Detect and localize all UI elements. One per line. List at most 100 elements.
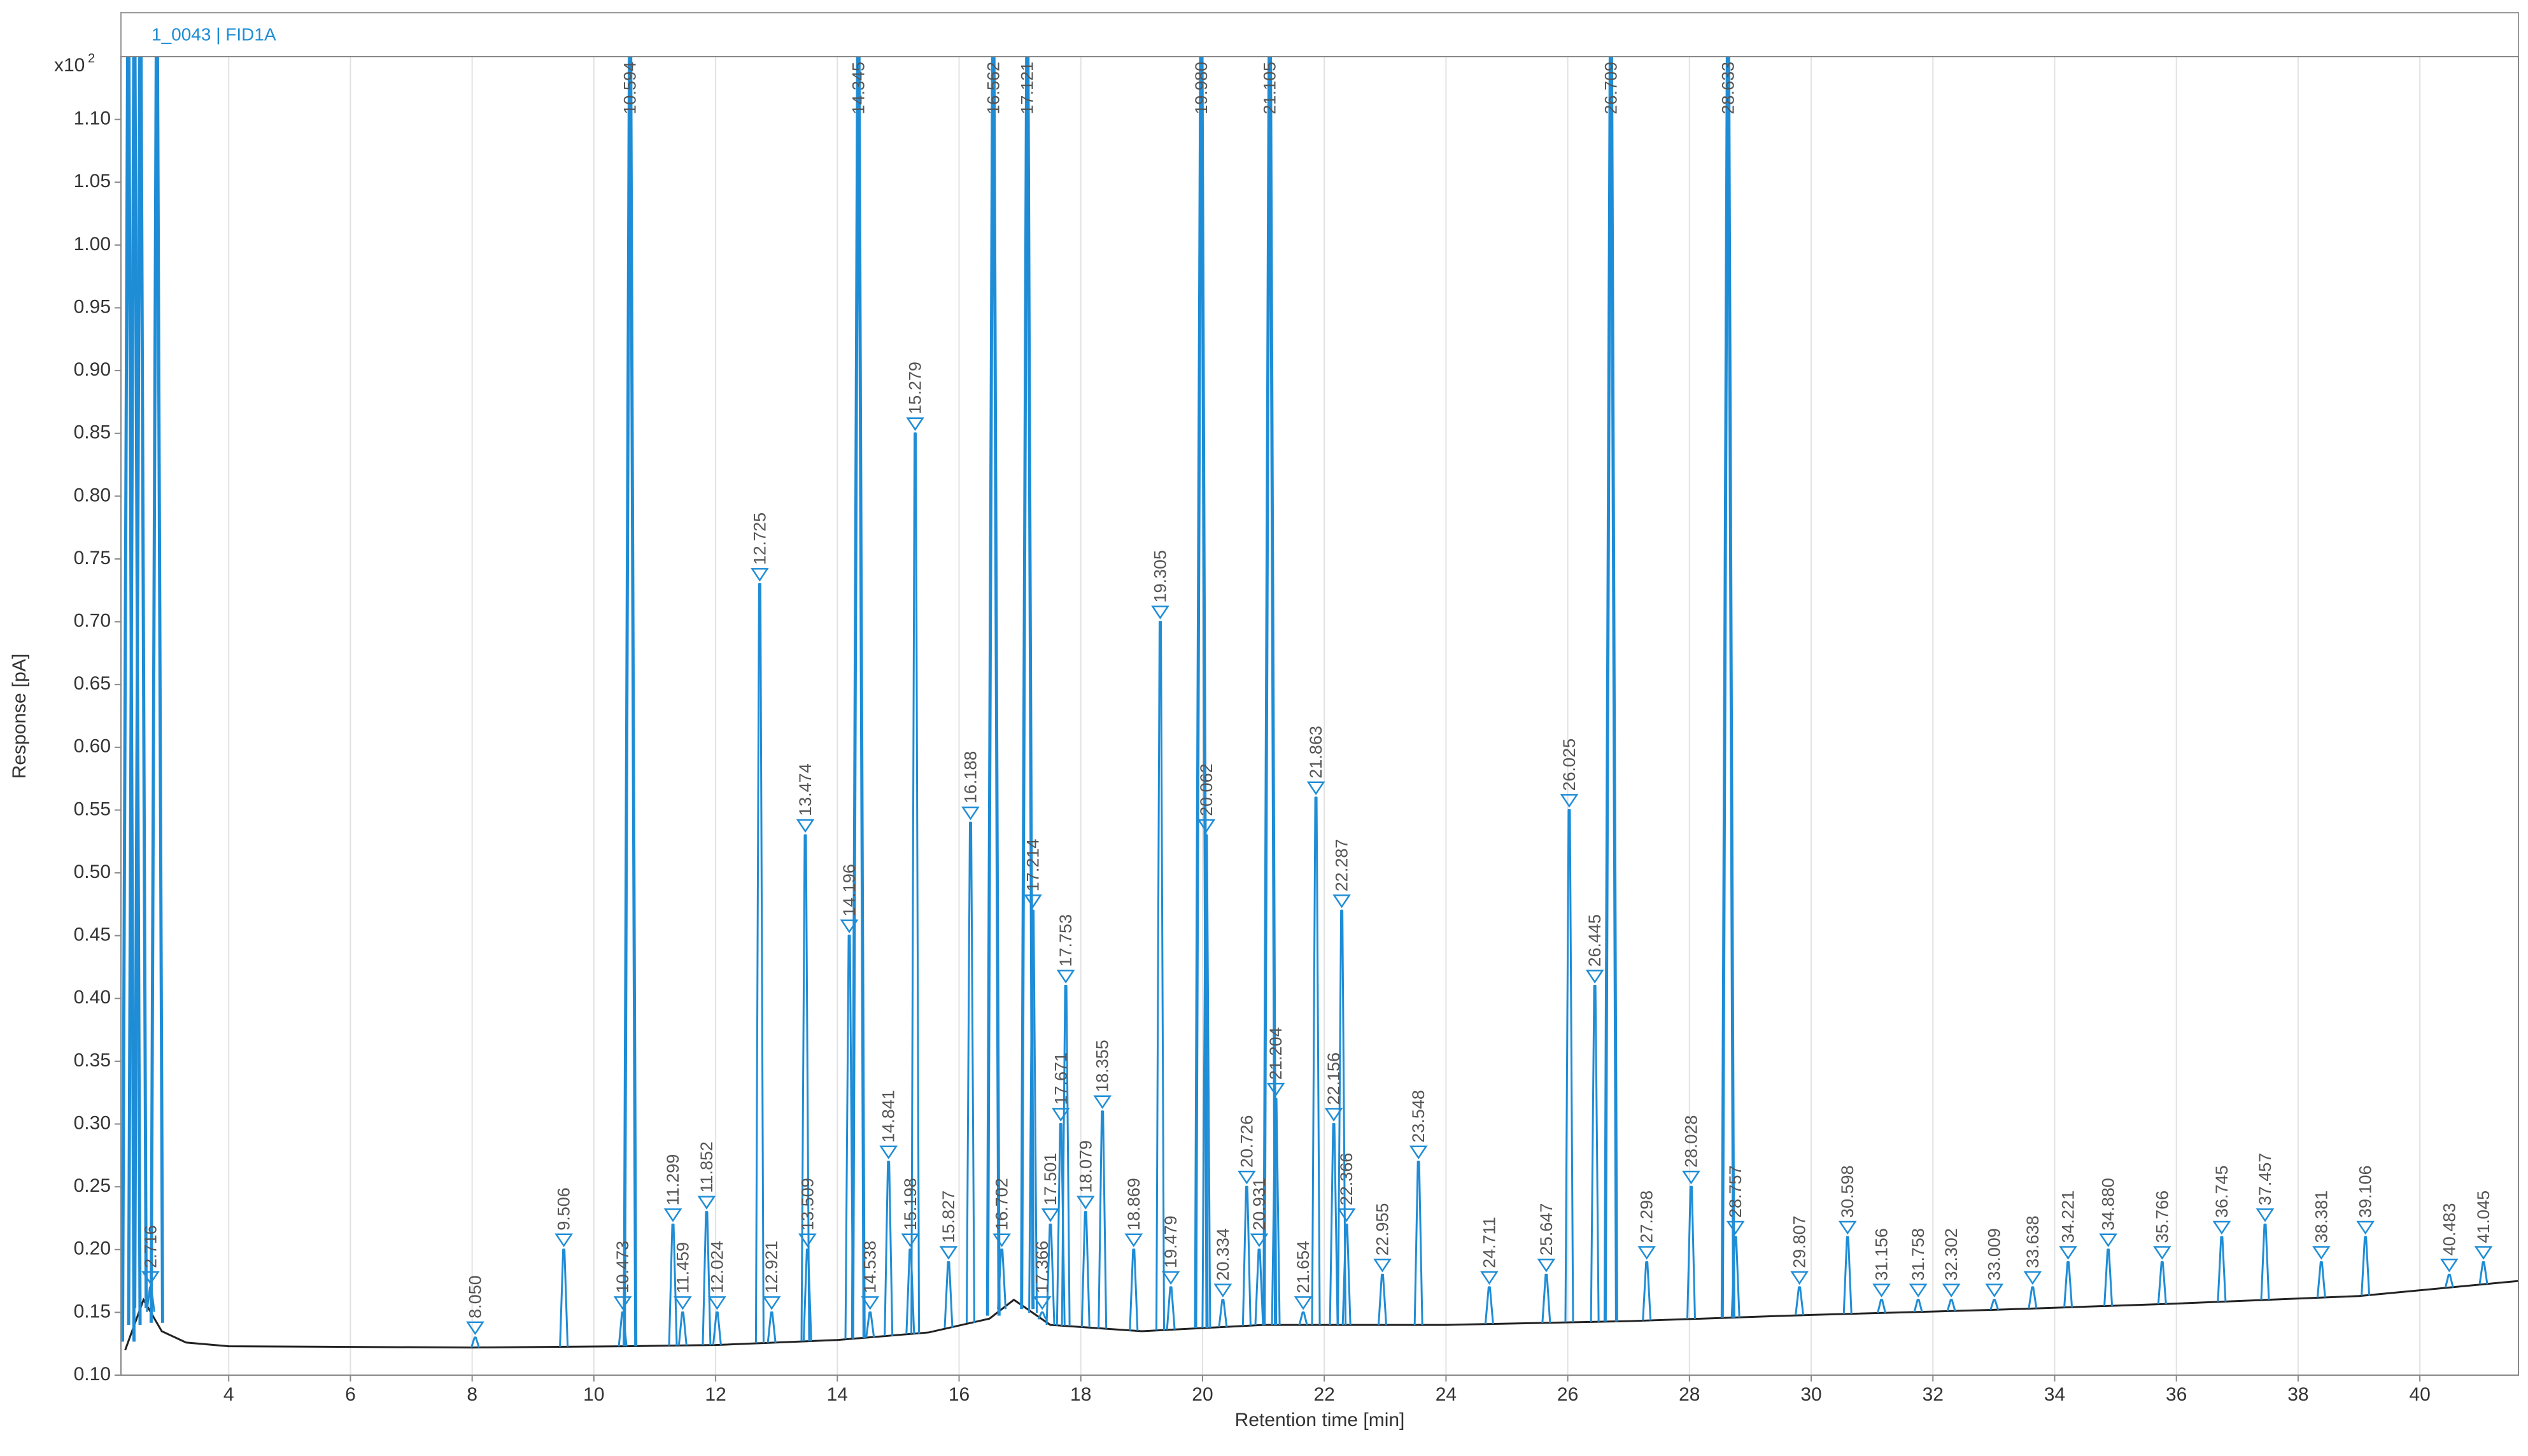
peak xyxy=(1913,1299,1923,1313)
peak-labels: 2.716 8.050 9.506 10.473 10.594 11.299 11.459 1… xyxy=(141,62,2493,1336)
peak-label: 19.479 xyxy=(1161,1215,1180,1268)
peak xyxy=(754,583,765,1343)
peak-marker xyxy=(141,1271,160,1285)
peak xyxy=(1946,1299,1956,1311)
peak xyxy=(1271,1098,1281,1325)
peak xyxy=(802,1248,812,1341)
peak-marker xyxy=(798,1233,817,1248)
peak-label: 17.753 xyxy=(1056,914,1075,967)
peak-label: 33.009 xyxy=(1985,1228,2004,1281)
peak-label: 22.366 xyxy=(1337,1153,1356,1206)
x-tick-label: 40 xyxy=(2409,1384,2430,1405)
peak-marker xyxy=(1838,1220,1857,1235)
peak xyxy=(1720,57,1735,1318)
peak-marker xyxy=(1024,894,1042,908)
peak-label: 14.538 xyxy=(861,1241,880,1294)
y-tick-label: 0.15 xyxy=(74,1301,111,1322)
y-tick-label: 1.10 xyxy=(74,108,111,129)
peak-label: 16.702 xyxy=(992,1178,1012,1231)
peak xyxy=(1603,57,1618,1322)
peak-marker xyxy=(762,1296,781,1310)
y-multiplier-exponent: 2 xyxy=(88,52,95,66)
peak-label: 30.598 xyxy=(1838,1165,1857,1218)
peak xyxy=(1730,1236,1741,1318)
y-tick-label: 0.35 xyxy=(74,1050,111,1071)
peak-label: 17.214 xyxy=(1024,839,1043,892)
peak xyxy=(766,1311,777,1343)
peak-marker xyxy=(1872,1283,1891,1297)
x-tick-label: 20 xyxy=(1192,1384,1213,1405)
peak-marker xyxy=(1250,1233,1269,1248)
peak xyxy=(668,1223,678,1346)
peak xyxy=(1241,1185,1252,1326)
peak-marker xyxy=(674,1296,692,1310)
peak-label: 40.483 xyxy=(2440,1203,2459,1256)
peak-marker xyxy=(1537,1258,1556,1273)
peak-marker xyxy=(1033,1296,1052,1310)
chart-title: 1_0043 | FID1A xyxy=(152,24,276,44)
peak-label: 32.302 xyxy=(1942,1228,1961,1281)
peak-label: 31.758 xyxy=(1909,1228,1928,1281)
peak-marker xyxy=(1480,1271,1499,1285)
peak-label: 26.025 xyxy=(1560,739,1579,791)
y-tick-label: 0.30 xyxy=(74,1112,111,1133)
peak xyxy=(966,821,975,1324)
peak-label: 12.725 xyxy=(750,512,769,565)
peak xyxy=(2217,1236,2227,1302)
peak-label: 20.334 xyxy=(1213,1228,1232,1281)
peak-marker xyxy=(1306,781,1325,795)
peak-label: 18.355 xyxy=(1093,1040,1112,1092)
peak-label: 12.024 xyxy=(707,1241,726,1294)
peak xyxy=(865,1311,875,1338)
peak xyxy=(884,1161,894,1336)
peak xyxy=(1254,1248,1264,1325)
peak xyxy=(2103,1248,2114,1306)
peak xyxy=(677,1311,688,1346)
peak-marker xyxy=(906,417,924,431)
grid: 4 6 8 10 12 14 16 18 20 22 24 26 28 30 32 34 36 38 40 0.10 0… xyxy=(74,57,2431,1405)
peak xyxy=(1155,621,1166,1331)
x-tick-label: 22 xyxy=(1313,1384,1334,1405)
peak xyxy=(1218,1299,1228,1327)
peak xyxy=(1590,985,1600,1322)
peak-marker xyxy=(961,806,980,821)
peak xyxy=(2478,1261,2489,1285)
peak-marker xyxy=(1238,1170,1256,1185)
peak-marker xyxy=(554,1233,573,1248)
y-tick-label: 0.85 xyxy=(74,422,111,443)
peak-label: 28.028 xyxy=(1681,1115,1700,1168)
peak-label: 16.562 xyxy=(984,62,1003,115)
peak xyxy=(1045,1223,1056,1325)
peak-label: 24.711 xyxy=(1479,1217,1499,1268)
peak xyxy=(470,1336,480,1348)
peak-marker xyxy=(1056,970,1075,984)
y-tick-label: 0.45 xyxy=(74,924,111,945)
peak xyxy=(1642,1261,1652,1321)
peak-marker xyxy=(1682,1170,1700,1185)
peak-marker xyxy=(2312,1246,2331,1260)
peak xyxy=(2361,1236,2371,1296)
x-tick-label: 26 xyxy=(1557,1384,1578,1405)
x-tick-label: 8 xyxy=(467,1384,477,1405)
peak-marker xyxy=(879,1145,898,1159)
peak-label: 16.188 xyxy=(961,751,980,804)
peak-marker xyxy=(466,1321,484,1336)
y-tick-label: 0.40 xyxy=(74,987,111,1008)
peak-label: 17.671 xyxy=(1051,1052,1070,1105)
peak-label: 22.955 xyxy=(1373,1203,1392,1256)
x-tick-label: 32 xyxy=(1923,1384,1944,1405)
peak-label: 12.921 xyxy=(762,1241,781,1294)
peak xyxy=(1028,909,1038,1313)
peak-label: 9.506 xyxy=(554,1187,574,1231)
peak-marker xyxy=(2212,1220,2231,1235)
peak xyxy=(844,935,854,1339)
peak-marker xyxy=(861,1296,880,1310)
y-tick-label: 0.20 xyxy=(74,1238,111,1259)
peak xyxy=(1989,1299,2000,1310)
peak-marker xyxy=(1790,1271,1809,1285)
peak-label: 18.869 xyxy=(1124,1178,1143,1231)
peak-label: 21.863 xyxy=(1306,726,1325,779)
y-multiplier: x10 xyxy=(54,55,85,76)
peak xyxy=(2063,1261,2073,1308)
